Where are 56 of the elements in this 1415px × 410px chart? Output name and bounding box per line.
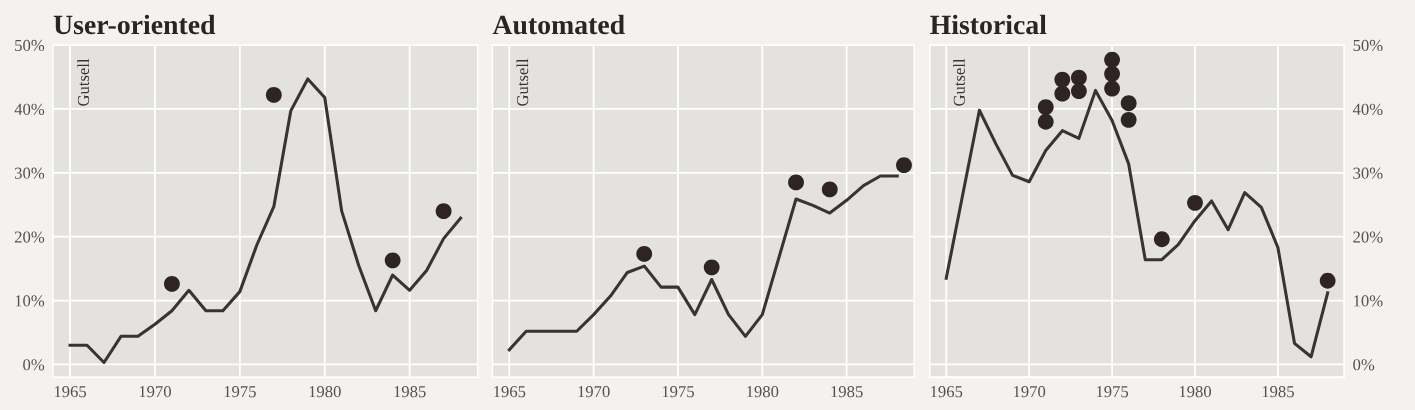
point: [636, 246, 653, 262]
point: [1070, 83, 1087, 99]
y2-tick-label: 20%: [1353, 231, 1383, 243]
x-tick-label: 1980: [1179, 386, 1212, 398]
annotation: Gutsell: [953, 58, 965, 106]
y2-tick-label: 40%: [1352, 103, 1383, 115]
point: [788, 174, 804, 191]
point: [821, 181, 838, 198]
y2-tick-label: 0%: [1353, 359, 1375, 371]
y2-tick-label: 50%: [1353, 39, 1383, 52]
point: [1104, 80, 1120, 97]
x-tick-label: 1965: [494, 386, 526, 398]
x-tick-label: 1965: [54, 386, 87, 398]
point: [1104, 65, 1120, 82]
y2-tick-label: 10%: [1354, 295, 1383, 307]
point: [896, 157, 912, 174]
point: [1054, 71, 1071, 88]
y-tick-label: 10%: [15, 295, 45, 307]
point: [1120, 95, 1137, 112]
point: [435, 203, 452, 220]
y-tick-label: 40%: [14, 103, 45, 115]
point: [265, 87, 282, 103]
point: [384, 252, 401, 269]
chart-title: Historical: [930, 14, 1047, 35]
point: [1037, 99, 1054, 115]
point: [1104, 51, 1120, 68]
x-tick-label: 1965: [931, 386, 963, 398]
x-tick-label: 1975: [224, 386, 256, 398]
x-tick-label: 1985: [1262, 386, 1294, 398]
annotation: Gutsell: [516, 58, 529, 106]
x-tick-label: 1985: [831, 386, 863, 398]
y-tick-label: 50%: [15, 39, 45, 52]
point: [703, 259, 720, 276]
y2-tick-label: 30%: [1353, 167, 1383, 179]
chart-title: Automated: [492, 14, 625, 35]
point: [1319, 272, 1336, 289]
annotation: Gutsell: [77, 58, 90, 106]
point: [1153, 231, 1170, 248]
point: [1037, 113, 1054, 130]
chart-title: User-oriented: [53, 14, 216, 35]
y-tick-label: 30%: [14, 167, 45, 179]
x-tick-label: 1985: [394, 386, 426, 398]
point: [1054, 85, 1071, 102]
point: [1120, 111, 1137, 128]
x-tick-label: 1975: [1096, 386, 1129, 398]
x-tick-label: 1970: [578, 386, 610, 398]
x-tick-label: 1970: [1013, 386, 1046, 398]
y-tick-label: 20%: [14, 231, 45, 243]
y-tick-label: 0%: [23, 359, 45, 371]
point: [164, 276, 180, 292]
x-tick-label: 1970: [139, 386, 171, 398]
x-tick-label: 1980: [309, 386, 341, 398]
point: [1070, 69, 1087, 86]
x-tick-label: 1980: [747, 386, 779, 398]
point: [1187, 194, 1203, 211]
x-tick-label: 1975: [662, 386, 694, 398]
